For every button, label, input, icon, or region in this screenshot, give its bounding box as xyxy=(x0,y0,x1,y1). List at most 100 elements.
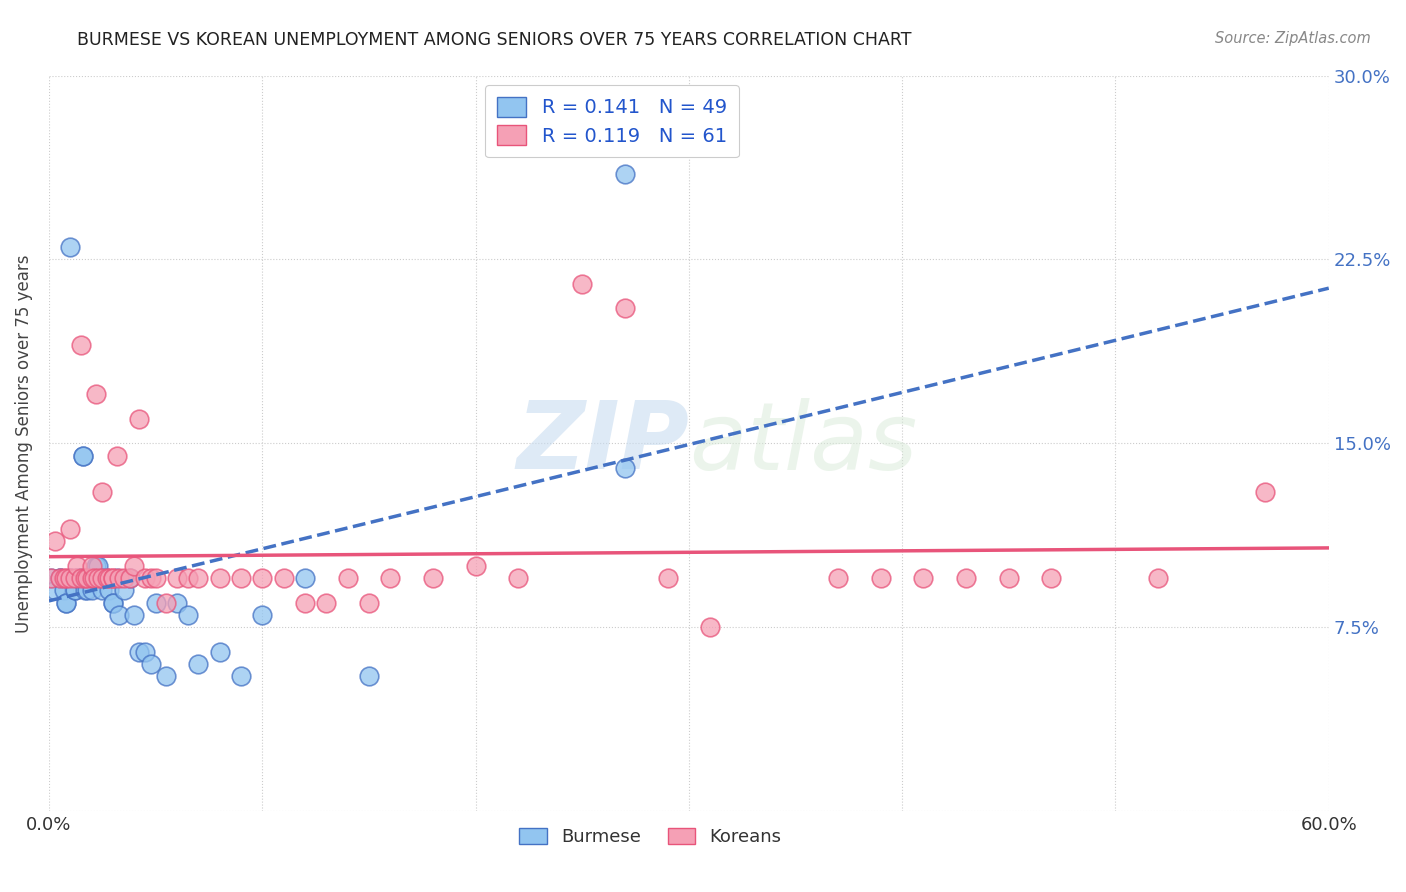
Point xyxy=(464,558,486,573)
Point xyxy=(1254,485,1277,500)
Point xyxy=(294,571,316,585)
Point xyxy=(105,571,128,585)
Point xyxy=(44,534,66,549)
Point xyxy=(145,596,167,610)
Point xyxy=(1147,571,1170,585)
Point xyxy=(76,583,98,598)
Point xyxy=(52,571,75,585)
Point xyxy=(699,620,721,634)
Point xyxy=(83,571,105,585)
Point xyxy=(294,596,316,610)
Legend: Burmese, Koreans: Burmese, Koreans xyxy=(512,821,789,854)
Point xyxy=(87,558,110,573)
Point xyxy=(108,571,131,585)
Point xyxy=(48,571,70,585)
Point xyxy=(63,583,86,598)
Point xyxy=(187,571,209,585)
Point xyxy=(97,583,120,598)
Point xyxy=(208,571,231,585)
Point xyxy=(998,571,1021,585)
Point xyxy=(1040,571,1063,585)
Point xyxy=(124,558,146,573)
Point xyxy=(187,657,209,671)
Point xyxy=(252,607,274,622)
Point xyxy=(869,571,891,585)
Point xyxy=(166,571,188,585)
Point xyxy=(96,571,118,585)
Point xyxy=(87,571,110,585)
Point xyxy=(208,645,231,659)
Point xyxy=(134,571,156,585)
Point xyxy=(101,596,124,610)
Point xyxy=(55,596,77,610)
Point xyxy=(80,583,103,598)
Point xyxy=(118,571,141,585)
Point xyxy=(422,571,444,585)
Point xyxy=(508,571,530,585)
Point xyxy=(55,596,77,610)
Text: atlas: atlas xyxy=(689,398,917,489)
Y-axis label: Unemployment Among Seniors over 75 years: Unemployment Among Seniors over 75 years xyxy=(15,254,32,632)
Point xyxy=(63,571,86,585)
Point xyxy=(128,645,150,659)
Point xyxy=(72,449,94,463)
Point xyxy=(44,583,66,598)
Point xyxy=(315,596,337,610)
Point xyxy=(80,571,103,585)
Point xyxy=(75,583,97,598)
Point xyxy=(84,387,107,401)
Point xyxy=(70,571,93,585)
Point xyxy=(70,571,93,585)
Point xyxy=(91,571,114,585)
Point xyxy=(112,583,135,598)
Point xyxy=(252,571,274,585)
Point xyxy=(273,571,295,585)
Point xyxy=(75,571,97,585)
Point xyxy=(141,571,163,585)
Point xyxy=(141,657,163,671)
Point xyxy=(118,571,141,585)
Point xyxy=(96,571,118,585)
Point xyxy=(101,596,124,610)
Point xyxy=(124,607,146,622)
Point xyxy=(101,571,124,585)
Point xyxy=(571,277,593,291)
Point xyxy=(66,571,89,585)
Point xyxy=(59,522,82,536)
Point xyxy=(145,571,167,585)
Point xyxy=(176,571,198,585)
Text: BURMESE VS KOREAN UNEMPLOYMENT AMONG SENIORS OVER 75 YEARS CORRELATION CHART: BURMESE VS KOREAN UNEMPLOYMENT AMONG SEN… xyxy=(77,31,912,49)
Point xyxy=(108,607,131,622)
Point xyxy=(48,571,70,585)
Point xyxy=(955,571,977,585)
Point xyxy=(380,571,402,585)
Point xyxy=(70,338,93,352)
Point xyxy=(112,571,135,585)
Point xyxy=(52,583,75,598)
Point xyxy=(91,571,114,585)
Point xyxy=(128,412,150,426)
Point xyxy=(66,558,89,573)
Point xyxy=(76,571,98,585)
Point xyxy=(912,571,935,585)
Point xyxy=(176,607,198,622)
Point xyxy=(101,571,124,585)
Point xyxy=(357,669,380,683)
Point xyxy=(59,571,82,585)
Point xyxy=(827,571,849,585)
Point xyxy=(229,571,252,585)
Point xyxy=(39,571,62,585)
Point xyxy=(80,558,103,573)
Text: Source: ZipAtlas.com: Source: ZipAtlas.com xyxy=(1215,31,1371,46)
Point xyxy=(613,461,636,475)
Point xyxy=(105,449,128,463)
Point xyxy=(55,571,77,585)
Point xyxy=(70,571,93,585)
Point xyxy=(48,571,70,585)
Point xyxy=(155,596,177,610)
Text: ZIP: ZIP xyxy=(516,397,689,490)
Point xyxy=(63,583,86,598)
Point xyxy=(657,571,679,585)
Point xyxy=(97,571,120,585)
Point xyxy=(83,571,105,585)
